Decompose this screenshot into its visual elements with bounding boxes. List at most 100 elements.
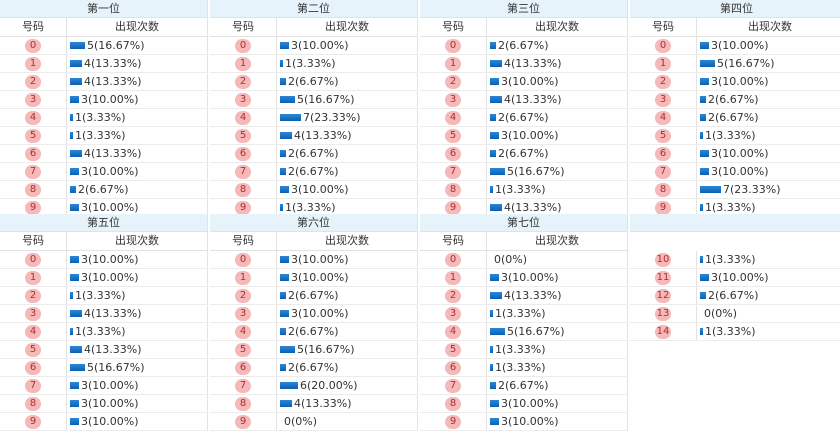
count-bar (70, 400, 79, 407)
count-text: 4(13.33%) (294, 397, 352, 410)
count-text: 3(10.00%) (501, 415, 559, 428)
table-row: 4 1(3.33%) (0, 323, 208, 341)
count-text: 1(3.33%) (705, 325, 756, 338)
table-row: 6 2(6.67%) (210, 145, 418, 163)
count-cell: 0(0%) (697, 305, 840, 322)
table-row: 7 6(20.00%) (210, 377, 418, 395)
number-ball: 11 (655, 270, 671, 285)
count-bar (490, 418, 499, 425)
table-row: 5 4(13.33%) (0, 341, 208, 359)
table-row: 3 3(10.00%) (210, 305, 418, 323)
number-cell: 3 (210, 305, 277, 322)
count-bar (490, 274, 499, 281)
count-cell: 2(6.67%) (697, 287, 840, 304)
position-panel: 第三位 号码 出现次数 0 2(6.67%) 1 4(13.33%) 2 3(10.00%) 3 4… (420, 0, 628, 217)
number-cell: 9 (630, 199, 697, 216)
number-cell: 7 (0, 163, 67, 180)
table-row: 0 3(10.00%) (210, 251, 418, 269)
number-ball: 7 (235, 164, 251, 179)
number-ball: 7 (445, 378, 461, 393)
number-cell: 6 (0, 145, 67, 162)
count-text: 4(13.33%) (504, 289, 562, 302)
number-cell: 6 (0, 359, 67, 376)
number-cell: 6 (630, 145, 697, 162)
count-text: 5(16.67%) (87, 361, 145, 374)
table-row: 2 4(13.33%) (420, 287, 628, 305)
count-text: 3(10.00%) (81, 415, 139, 428)
table-row: 3 4(13.33%) (420, 91, 628, 109)
count-cell: 3(10.00%) (67, 395, 208, 412)
table-row: 2 4(13.33%) (0, 73, 208, 91)
panel-title: 第二位 (210, 0, 418, 18)
number-ball: 3 (235, 306, 251, 321)
header-number: 号码 (0, 18, 67, 36)
number-ball: 1 (25, 56, 41, 71)
number-ball: 5 (25, 342, 41, 357)
number-cell: 4 (0, 323, 67, 340)
count-bar (490, 60, 502, 67)
number-cell: 8 (210, 181, 277, 198)
count-text: 3(10.00%) (81, 379, 139, 392)
table-row: 5 1(3.33%) (630, 127, 840, 145)
table-header: 号码 出现次数 (0, 18, 208, 37)
count-cell: 3(10.00%) (487, 127, 628, 144)
count-cell: 6(20.00%) (277, 377, 418, 394)
number-cell: 1 (210, 269, 277, 286)
number-ball: 6 (655, 146, 671, 161)
number-cell: 6 (420, 145, 487, 162)
count-bar (700, 328, 703, 335)
count-bar (490, 204, 502, 211)
number-cell: 0 (630, 37, 697, 54)
table-row: 0 0(0%) (420, 251, 628, 269)
table-row: 11 3(10.00%) (630, 269, 840, 287)
count-text: 2(6.67%) (498, 39, 549, 52)
table-header: 号码 出现次数 (420, 232, 628, 251)
number-cell: 7 (630, 163, 697, 180)
count-text: 2(6.67%) (288, 165, 339, 178)
number-ball: 5 (235, 128, 251, 143)
count-cell: 4(13.33%) (67, 305, 208, 322)
count-text: 2(6.67%) (78, 183, 129, 196)
number-ball: 0 (25, 38, 41, 53)
position-panel: 第五位 号码 出现次数 0 3(10.00%) 1 3(10.00%) 2 1(3.33%) 3 4… (0, 214, 208, 431)
table-row: 1 4(13.33%) (420, 55, 628, 73)
count-cell: 3(10.00%) (697, 145, 840, 162)
table-row: 0 2(6.67%) (420, 37, 628, 55)
table-header: 号码 出现次数 (420, 18, 628, 37)
header-number: 号码 (0, 232, 67, 250)
count-bar (700, 204, 703, 211)
number-cell: 1 (630, 55, 697, 72)
count-text: 3(10.00%) (291, 307, 349, 320)
count-cell: 4(13.33%) (487, 287, 628, 304)
table-row: 7 3(10.00%) (630, 163, 840, 181)
number-ball: 5 (25, 128, 41, 143)
panel-title: 第五位 (0, 214, 208, 232)
number-cell: 2 (0, 287, 67, 304)
table-row: 3 1(3.33%) (420, 305, 628, 323)
count-text: 2(6.67%) (498, 111, 549, 124)
table-row: 4 2(6.67%) (630, 109, 840, 127)
number-ball: 2 (445, 288, 461, 303)
count-bar (700, 96, 706, 103)
count-cell: 1(3.33%) (487, 181, 628, 198)
count-text: 0(0%) (284, 415, 318, 428)
number-ball: 14 (655, 324, 671, 339)
number-cell: 0 (420, 37, 487, 54)
count-cell: 4(13.33%) (277, 395, 418, 412)
table-row: 8 4(13.33%) (210, 395, 418, 413)
count-cell: 3(10.00%) (697, 37, 840, 54)
number-cell: 5 (630, 127, 697, 144)
number-cell: 9 (420, 199, 487, 216)
count-bar (700, 186, 721, 193)
count-cell: 3(10.00%) (67, 269, 208, 286)
count-bar (700, 60, 715, 67)
number-ball: 3 (445, 306, 461, 321)
count-cell: 1(3.33%) (67, 109, 208, 126)
count-text: 1(3.33%) (75, 325, 126, 338)
count-text: 3(10.00%) (291, 271, 349, 284)
count-bar (70, 310, 82, 317)
count-bar (490, 310, 493, 317)
count-cell: 1(3.33%) (67, 287, 208, 304)
count-cell: 2(6.67%) (277, 359, 418, 376)
